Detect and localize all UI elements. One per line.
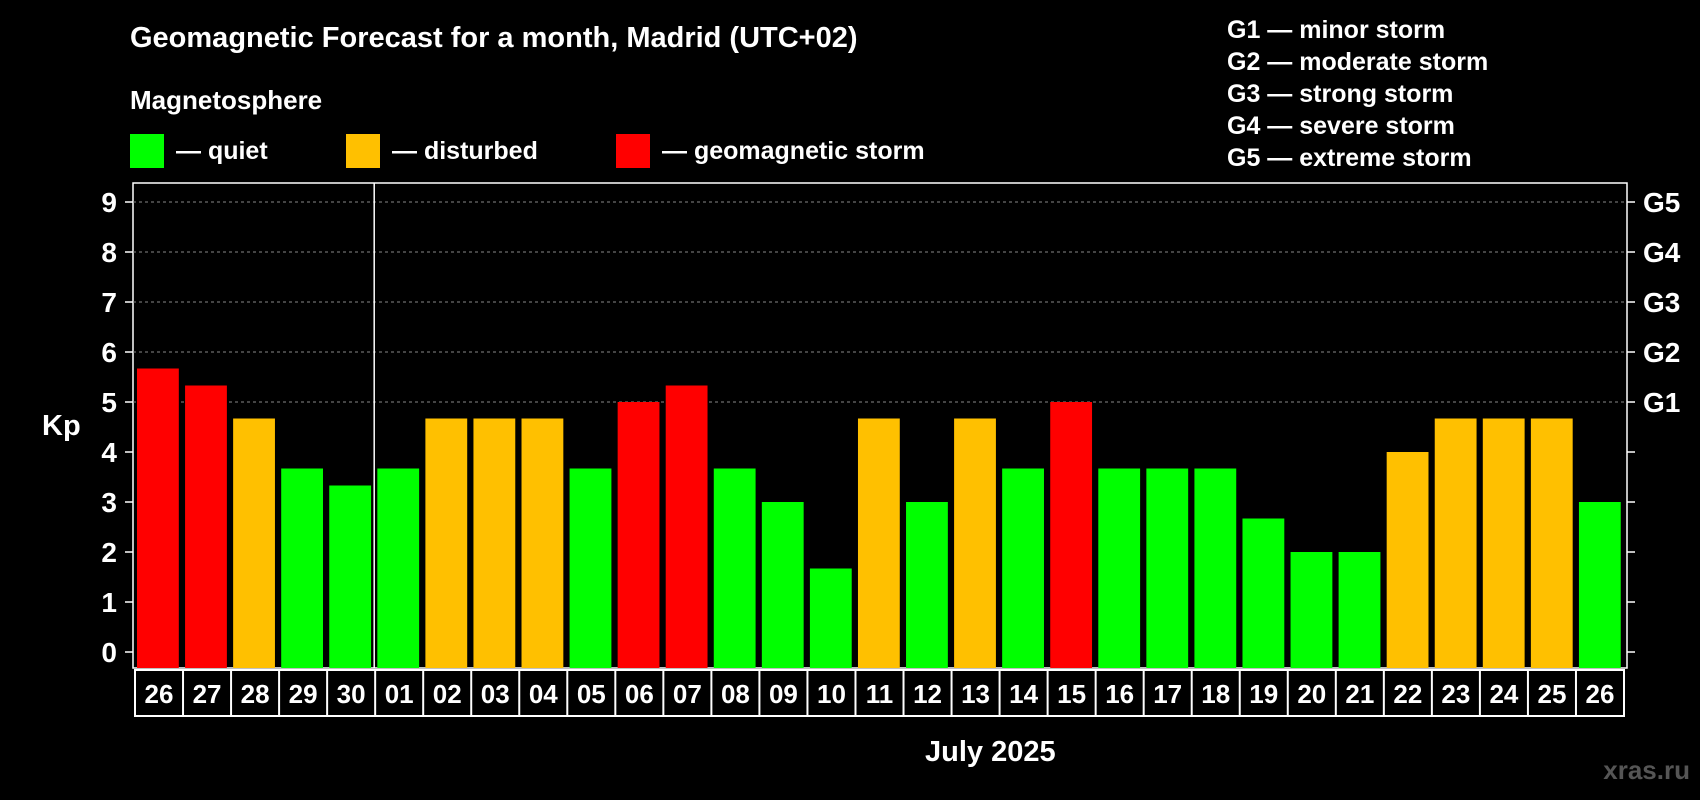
date-label: 06 [625, 679, 654, 709]
kp-bar [1146, 468, 1189, 668]
kp-bar [281, 468, 324, 668]
kp-bar [377, 468, 420, 668]
date-label: 09 [769, 679, 798, 709]
kp-bar [617, 402, 660, 668]
y-axis-label: Kp [42, 410, 81, 442]
kp-bar [665, 385, 708, 668]
y-tick-label: 7 [101, 287, 117, 318]
date-label: 28 [241, 679, 270, 709]
kp-bar [1290, 552, 1333, 668]
date-label: 26 [145, 679, 174, 709]
date-label: 30 [337, 679, 366, 709]
date-label: 29 [289, 679, 318, 709]
date-label: 22 [1393, 679, 1422, 709]
kp-bar [1434, 418, 1477, 668]
g-axis-label: G3 [1643, 287, 1680, 318]
date-label: 03 [481, 679, 510, 709]
g-scale-item: G3 — strong storm [1227, 80, 1454, 108]
date-label: 07 [673, 679, 702, 709]
date-label: 24 [1489, 679, 1518, 709]
legend-label-quiet: — quiet [176, 136, 268, 165]
y-tick-label: 3 [101, 487, 117, 518]
kp-bar [473, 418, 516, 668]
chart-title: Geomagnetic Forecast for a month, Madrid… [130, 22, 858, 54]
date-label: 27 [193, 679, 222, 709]
date-label: 02 [433, 679, 462, 709]
kp-bar [954, 418, 996, 668]
kp-bar [713, 468, 756, 668]
g-axis-label: G5 [1643, 187, 1680, 218]
kp-bar [761, 502, 804, 668]
date-label: 10 [817, 679, 846, 709]
kp-bar [1242, 518, 1285, 668]
kp-bar [1002, 468, 1044, 668]
date-label: 19 [1249, 679, 1278, 709]
watermark: xras.ru [1603, 755, 1690, 785]
kp-bar [137, 368, 179, 668]
y-tick-label: 8 [101, 237, 117, 268]
storm-swatch [616, 134, 650, 168]
kp-bar [329, 485, 372, 668]
y-tick-label: 2 [101, 537, 117, 568]
date-label: 15 [1057, 679, 1086, 709]
g-axis-label: G2 [1643, 337, 1680, 368]
y-tick-label: 9 [101, 187, 117, 218]
date-label: 20 [1297, 679, 1326, 709]
kp-bar [185, 385, 227, 668]
kp-bar [1482, 418, 1525, 668]
date-label: 01 [385, 679, 414, 709]
date-label: 18 [1201, 679, 1230, 709]
date-label: 11 [866, 679, 894, 709]
g-scale-item: G2 — moderate storm [1227, 48, 1489, 76]
date-label: 26 [1586, 679, 1615, 709]
y-tick-label: 1 [101, 587, 117, 618]
y-tick-label: 4 [101, 437, 117, 468]
kp-bar [857, 418, 900, 668]
disturbed-swatch [346, 134, 380, 168]
g-scale-item: G1 — minor storm [1227, 16, 1446, 44]
legend-item-storm: — geomagnetic storm [616, 134, 925, 168]
legend-title: Magnetosphere [130, 85, 323, 115]
y-tick-label: 6 [101, 337, 117, 368]
g-axis-label: G4 [1643, 237, 1681, 268]
kp-bar [1338, 552, 1381, 668]
date-label: 25 [1537, 679, 1566, 709]
legend-label-disturbed: — disturbed [392, 136, 538, 165]
date-label: 17 [1153, 679, 1182, 709]
date-label: 16 [1105, 679, 1134, 709]
g-scale-legend: G1 — minor storm G2 — moderate storm G3 … [1227, 14, 1488, 174]
kp-bar [425, 418, 468, 668]
legend-item-quiet: — quiet [130, 134, 268, 168]
kp-bar [1530, 418, 1573, 668]
y-tick-label: 5 [101, 387, 117, 418]
kp-bar [569, 468, 612, 668]
quiet-swatch [130, 134, 164, 168]
kp-bar [1386, 452, 1429, 668]
g-scale-item: G4 — severe storm [1227, 112, 1455, 140]
g-scale-item: G5 — extreme storm [1227, 144, 1472, 172]
kp-bar [1194, 468, 1237, 668]
date-label: 12 [913, 679, 942, 709]
g-axis-label: G1 [1643, 387, 1680, 418]
date-label: 04 [529, 679, 558, 709]
date-label: 08 [721, 679, 750, 709]
kp-bar [1050, 402, 1093, 668]
kp-bar [521, 418, 564, 668]
date-label-frame [134, 669, 1625, 717]
kp-bar [233, 418, 275, 668]
legend-label-storm: — geomagnetic storm [662, 136, 925, 165]
kp-bar [1578, 502, 1621, 668]
kp-bar [1098, 468, 1141, 668]
kp-bar [809, 568, 852, 668]
kp-bar [906, 502, 948, 668]
date-label: 05 [577, 679, 606, 709]
date-label: 14 [1009, 679, 1038, 709]
date-label: 23 [1441, 679, 1470, 709]
legend-item-disturbed: — disturbed [346, 134, 538, 168]
x-axis-label: July 2025 [925, 736, 1056, 768]
date-label: 21 [1345, 679, 1374, 709]
y-tick-label: 0 [101, 637, 117, 668]
date-label: 13 [961, 679, 990, 709]
